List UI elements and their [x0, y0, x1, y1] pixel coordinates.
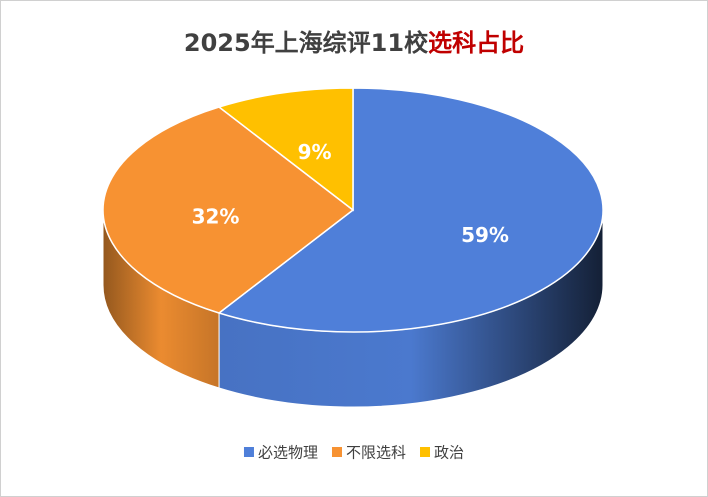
pie-slice — [102, 106, 355, 314]
legend-swatch — [420, 447, 431, 457]
legend-swatch — [243, 447, 254, 457]
chart-title: 2025年上海综评11校选科占比 — [184, 29, 524, 57]
legend-label: 不限选科 — [346, 444, 406, 462]
pie-slice — [217, 87, 604, 333]
legend-swatch — [331, 447, 342, 457]
data-label: 9% — [298, 140, 332, 164]
pie-slice — [217, 87, 354, 212]
data-label: 59% — [461, 223, 509, 247]
legend-label: 必选物理 — [258, 444, 318, 462]
title-part: 2025年上海综评11校 — [184, 29, 429, 57]
legend-label: 政治 — [434, 444, 464, 462]
title-part: 选科占比 — [428, 29, 524, 57]
data-label: 32% — [192, 205, 240, 229]
legend: 必选物理 不限选科 政治 — [243, 444, 464, 462]
